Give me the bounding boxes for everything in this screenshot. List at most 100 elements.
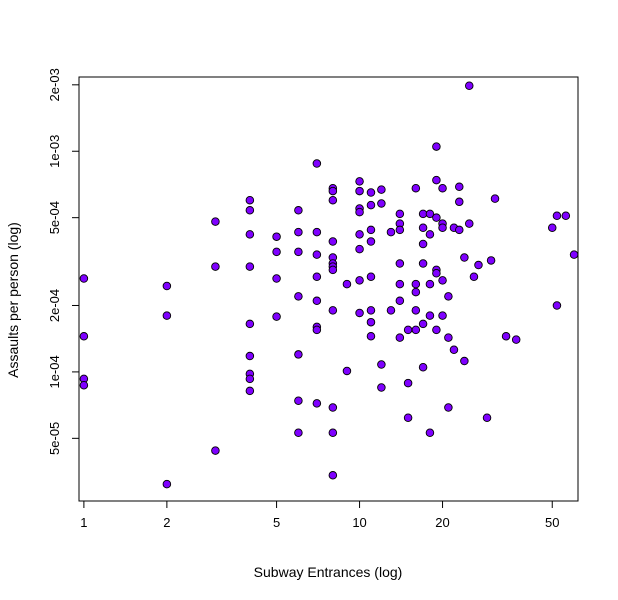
data-point: [386, 227, 396, 237]
data-point: [342, 279, 352, 289]
data-point: [377, 383, 386, 392]
data-point: [377, 199, 386, 208]
data-point: [294, 350, 303, 359]
y-tick-label: 5e-05: [47, 422, 62, 455]
data-point: [455, 182, 464, 192]
data-point: [474, 260, 483, 270]
data-point: [395, 259, 405, 268]
data-point: [455, 225, 464, 235]
data-point: [366, 306, 376, 315]
data-point: [395, 333, 405, 342]
x-tick-label: 20: [435, 515, 449, 530]
x-tick-label: 50: [545, 515, 559, 530]
y-tick-label: 1e-03: [47, 135, 62, 168]
data-point: [272, 274, 281, 283]
data-point: [211, 446, 220, 455]
data-point: [418, 319, 428, 329]
data-point: [328, 471, 338, 480]
data-point: [312, 399, 322, 408]
data-point: [432, 175, 441, 185]
data-point: [418, 259, 428, 268]
data-point: [328, 306, 338, 315]
data-point: [272, 232, 281, 241]
data-point: [449, 345, 459, 355]
data-point: [342, 366, 352, 376]
data-point: [245, 351, 255, 361]
data-point: [162, 281, 172, 291]
data-point: [377, 360, 386, 369]
data-point: [395, 209, 405, 219]
data-point: [411, 287, 421, 297]
data-point: [312, 227, 322, 237]
x-tick-label: 10: [352, 515, 366, 530]
data-point: [355, 308, 364, 318]
y-tick-label: 2e-03: [47, 68, 62, 101]
data-point: [465, 219, 474, 228]
data-point: [418, 239, 428, 249]
data-point: [366, 317, 376, 327]
data-point: [569, 250, 579, 259]
data-point: [425, 279, 435, 289]
data-point: [366, 332, 376, 341]
data-point: [418, 362, 428, 372]
data-point: [395, 279, 405, 289]
data-point: [294, 428, 303, 437]
data-point: [501, 332, 511, 341]
data-point: [411, 306, 421, 315]
data-point: [294, 396, 303, 406]
data-point: [245, 319, 255, 329]
data-point: [444, 333, 453, 342]
data-point: [328, 428, 338, 437]
data-point: [432, 268, 441, 278]
data-point: [425, 428, 435, 437]
data-point: [211, 262, 220, 271]
data-point: [366, 188, 376, 197]
y-axis-label: Assaults per person (log): [5, 222, 21, 378]
data-point: [403, 413, 413, 422]
data-point: [328, 237, 338, 246]
data-point: [366, 272, 376, 281]
data-point: [547, 223, 557, 233]
x-tick-label: 2: [163, 515, 170, 530]
data-point: [79, 332, 89, 341]
data-point: [272, 312, 281, 321]
data-point: [403, 325, 413, 335]
data-point: [245, 206, 255, 215]
data-point: [444, 292, 453, 301]
y-axis: 5e-05 1e-04 2e-04 5e-04 1e-03 2e-03: [47, 68, 80, 455]
data-point: [328, 403, 338, 412]
x-axis: 1 2 5 10 20 50: [80, 500, 559, 530]
data-point: [438, 311, 447, 320]
data-point: [294, 247, 303, 257]
data-point: [482, 413, 492, 422]
data-point: [411, 325, 421, 335]
data-point: [377, 185, 386, 194]
data-point: [355, 276, 364, 285]
data-point: [418, 223, 428, 233]
y-tick-label: 2e-04: [47, 289, 62, 322]
data-point: [79, 274, 89, 283]
data-point: [79, 381, 89, 390]
data-point: [294, 206, 303, 215]
x-tick-label: 5: [273, 515, 280, 530]
data-point: [395, 296, 405, 306]
data-point: [245, 195, 255, 205]
data-point: [366, 200, 376, 210]
data-point: [438, 183, 447, 193]
data-point: [366, 237, 376, 246]
data-point: [425, 230, 435, 239]
data-point: [355, 186, 364, 196]
data-point: [366, 225, 376, 235]
data-point: [312, 325, 322, 335]
data-point: [272, 247, 281, 257]
data-point: [355, 230, 364, 239]
data-point: [552, 301, 562, 310]
data-point: [455, 197, 464, 207]
data-points: [79, 81, 579, 489]
x-tick-label: 1: [80, 515, 87, 530]
x-axis-label: Subway Entrances (log): [254, 564, 403, 580]
data-point: [328, 265, 338, 275]
data-point: [386, 306, 396, 315]
data-point: [162, 311, 172, 320]
